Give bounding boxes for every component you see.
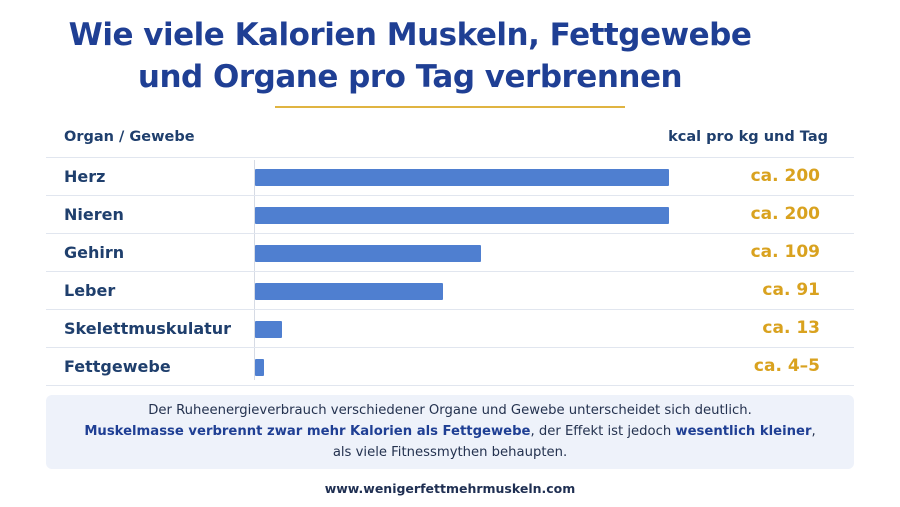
bar <box>255 321 282 338</box>
chart-axis-line <box>254 160 255 380</box>
chart-title-line-2: und Organe pro Tag verbrennen <box>137 59 683 95</box>
note-line-2-end: , <box>811 424 816 439</box>
column-header-organ: Organ / Gewebe <box>64 129 195 145</box>
category-label: Gehirn <box>64 243 125 262</box>
table-row-divider <box>46 385 854 386</box>
info-note-box: Der Ruheenergieverbrauch verschiedener O… <box>46 395 854 469</box>
category-label: Nieren <box>64 205 124 224</box>
title-underline <box>275 106 625 108</box>
table-row-divider <box>46 195 854 196</box>
value-label: ca. 13 <box>762 318 820 338</box>
bar <box>255 207 669 224</box>
footer-website-link[interactable]: www.wenigerfettmehrmuskeln.com <box>324 481 576 496</box>
category-label: Leber <box>64 281 116 300</box>
table-row-divider <box>46 157 854 158</box>
note-line-1: Der Ruheenergieverbrauch verschiedener O… <box>148 403 752 418</box>
value-label: ca. 109 <box>750 242 820 262</box>
note-emphasis-smaller: wesentlich kleiner <box>675 424 812 439</box>
note-line-2-text: , der Effekt ist jedoch <box>530 424 676 439</box>
column-header-kcal: kcal pro kg und Tag <box>668 129 828 145</box>
bar <box>255 169 669 186</box>
value-label: ca. 200 <box>750 166 820 186</box>
table-row-divider <box>46 271 854 272</box>
table-row-divider <box>46 347 854 348</box>
value-label: ca. 4–5 <box>753 356 820 376</box>
value-label: ca. 91 <box>762 280 820 300</box>
category-label: Fettgewebe <box>64 357 171 376</box>
category-label: Skelettmuskulatur <box>64 319 232 338</box>
chart-title: Wie viele Kalorien Muskeln, Fettgewebe u… <box>0 14 820 98</box>
category-label: Herz <box>64 167 106 186</box>
bar <box>255 283 444 300</box>
note-emphasis-muscle: Muskelmasse verbrennt zwar mehr Kalorien… <box>84 424 531 439</box>
value-label: ca. 200 <box>750 204 820 224</box>
bar <box>255 245 481 262</box>
bar <box>255 359 265 376</box>
note-line-2: Muskelmasse verbrennt zwar mehr Kalorien… <box>46 424 854 439</box>
note-line-3: als viele Fitnessmythen behaupten. <box>332 445 568 460</box>
table-row-divider <box>46 233 854 234</box>
table-row-divider <box>46 309 854 310</box>
chart-title-line-1: Wie viele Kalorien Muskeln, Fettgewebe <box>68 17 752 53</box>
